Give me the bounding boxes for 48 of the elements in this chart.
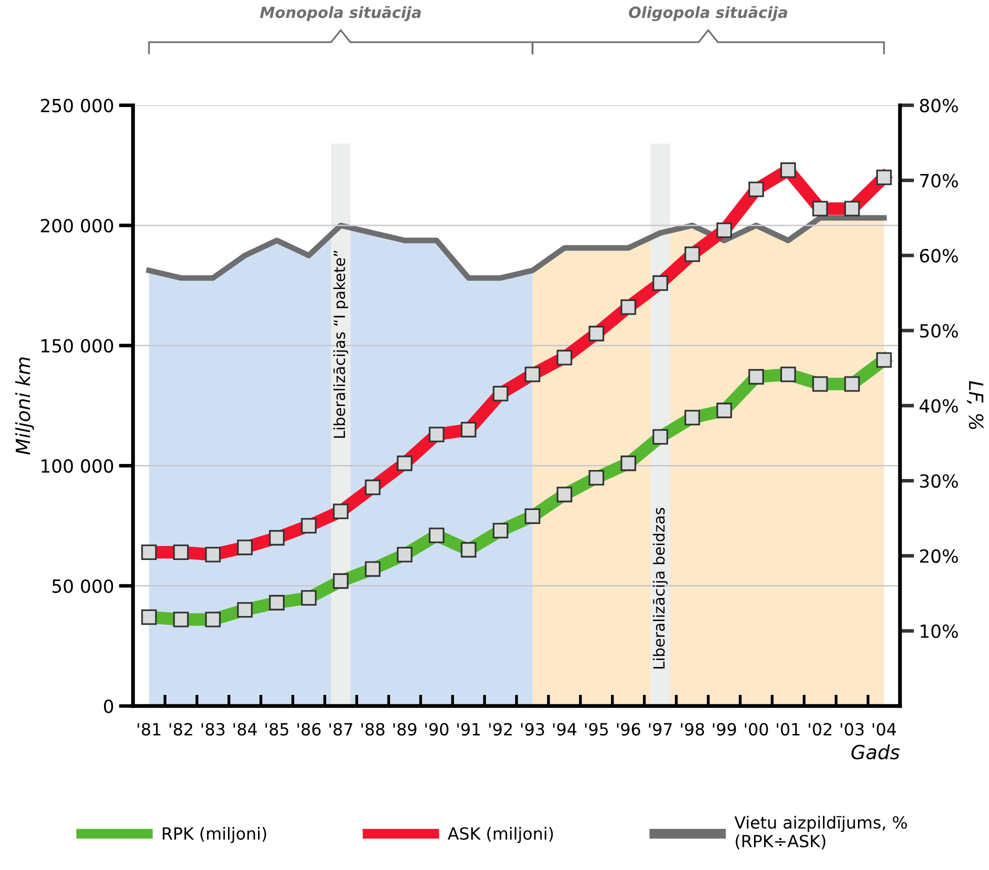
y2-tick-label: 70% xyxy=(920,174,958,188)
x-tick-label: '87 xyxy=(329,722,352,736)
x-tick-label: '00 xyxy=(744,722,768,736)
y2-tick-label: 50% xyxy=(920,324,958,338)
x-tick-label: '93 xyxy=(521,722,544,736)
text: Oligopola situācija xyxy=(628,6,788,22)
x-tick-label: '88 xyxy=(361,722,384,736)
x-tick-label: '91 xyxy=(457,722,480,736)
x-tick-label: '96 xyxy=(617,722,640,736)
x-tick-label: '04 xyxy=(872,722,896,736)
y-tick-label: 50 000 xyxy=(52,579,114,593)
y2-axis-title: LF, % xyxy=(966,380,984,430)
x-tick-label: '89 xyxy=(393,722,416,736)
x-tick-label: '83 xyxy=(202,722,224,736)
x-tick-label: '97 xyxy=(649,722,672,736)
y-tick-label: 150 000 xyxy=(42,339,114,353)
x-tick-label: '94 xyxy=(553,722,576,736)
text: Monopola situācija xyxy=(260,6,421,22)
ref-line-label: Liberalizācijas “I pakete” xyxy=(333,250,348,438)
y-tick-label: 100 000 xyxy=(42,459,114,473)
x-tick-label: '84 xyxy=(234,722,257,736)
legend-label: ASK (miljoni) xyxy=(448,826,553,844)
x-tick-label: '90 xyxy=(425,722,448,736)
y2-tick-label: 40% xyxy=(920,399,958,413)
x-tick-label: '98 xyxy=(680,722,704,736)
ref-line-label: Liberalizācija beidzas xyxy=(652,508,668,668)
y2-tick-label: 10% xyxy=(920,624,958,638)
x-tick-label: '02 xyxy=(808,722,832,736)
x-tick-label: '82 xyxy=(170,722,192,736)
x-tick-label: '81 xyxy=(138,722,160,736)
y-tick-label: 0 xyxy=(104,699,114,714)
legend-label: Vietu aizpildījums, % (RPK÷ASK) xyxy=(734,816,907,850)
y2-tick-label: 20% xyxy=(920,549,958,563)
x-tick-label: '99 xyxy=(712,722,736,736)
x-tick-label: '86 xyxy=(297,722,321,736)
y2-tick-label: 30% xyxy=(920,474,958,488)
y2-tick-label: 80% xyxy=(920,98,958,112)
x-tick-label: '01 xyxy=(776,722,800,736)
x-tick-label: '03 xyxy=(840,722,864,736)
legend-label: RPK (miljoni) xyxy=(162,826,266,844)
y-axis-title: Miljoni km xyxy=(15,357,34,455)
x-tick-label: '92 xyxy=(489,722,512,736)
y-tick-label: 250 000 xyxy=(40,98,114,112)
x-axis-title: Gads xyxy=(851,744,900,760)
x-tick-label: '85 xyxy=(266,722,288,736)
y-tick-label: 200 000 xyxy=(40,218,114,233)
x-tick-label: '95 xyxy=(585,722,608,736)
y2-tick-label: 60% xyxy=(920,248,958,263)
